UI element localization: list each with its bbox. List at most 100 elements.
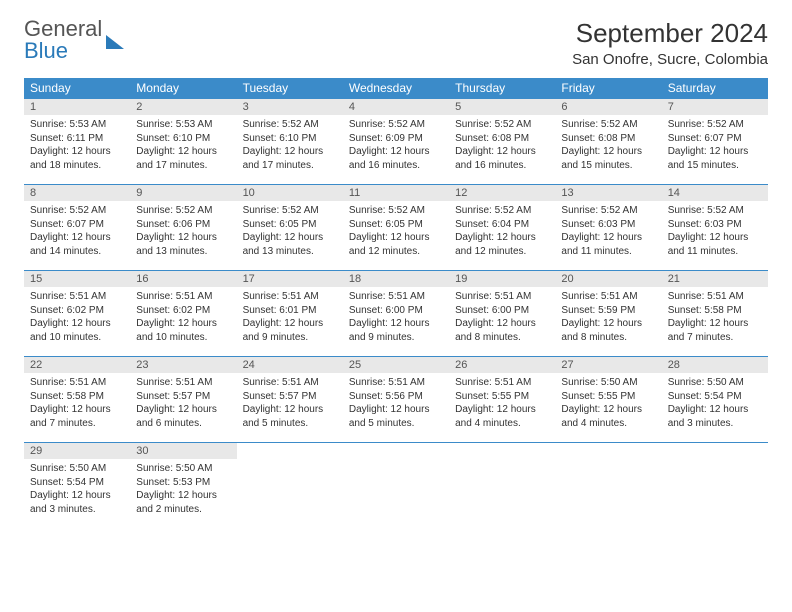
calendar-cell: 10Sunrise: 5:52 AMSunset: 6:05 PMDayligh…	[237, 185, 343, 271]
day-body: Sunrise: 5:52 AMSunset: 6:03 PMDaylight:…	[662, 201, 768, 261]
day-body: Sunrise: 5:52 AMSunset: 6:08 PMDaylight:…	[449, 115, 555, 175]
day-body: Sunrise: 5:52 AMSunset: 6:07 PMDaylight:…	[24, 201, 130, 261]
weekday-row: SundayMondayTuesdayWednesdayThursdayFrid…	[24, 78, 768, 99]
calendar-cell	[662, 443, 768, 529]
calendar-cell: 26Sunrise: 5:51 AMSunset: 5:55 PMDayligh…	[449, 357, 555, 443]
calendar-cell: 17Sunrise: 5:51 AMSunset: 6:01 PMDayligh…	[237, 271, 343, 357]
day-number: 10	[237, 185, 343, 201]
calendar-cell: 15Sunrise: 5:51 AMSunset: 6:02 PMDayligh…	[24, 271, 130, 357]
calendar-cell: 18Sunrise: 5:51 AMSunset: 6:00 PMDayligh…	[343, 271, 449, 357]
day-body: Sunrise: 5:51 AMSunset: 6:01 PMDaylight:…	[237, 287, 343, 347]
logo-text: General Blue	[24, 18, 102, 62]
day-number: 25	[343, 357, 449, 373]
weekday-header: Saturday	[662, 78, 768, 99]
day-number: 8	[24, 185, 130, 201]
day-number: 28	[662, 357, 768, 373]
calendar-cell: 13Sunrise: 5:52 AMSunset: 6:03 PMDayligh…	[555, 185, 661, 271]
calendar-cell: 24Sunrise: 5:51 AMSunset: 5:57 PMDayligh…	[237, 357, 343, 443]
day-body: Sunrise: 5:53 AMSunset: 6:10 PMDaylight:…	[130, 115, 236, 175]
calendar-cell: 23Sunrise: 5:51 AMSunset: 5:57 PMDayligh…	[130, 357, 236, 443]
calendar-cell: 7Sunrise: 5:52 AMSunset: 6:07 PMDaylight…	[662, 99, 768, 185]
calendar-cell	[343, 443, 449, 529]
calendar-cell: 19Sunrise: 5:51 AMSunset: 6:00 PMDayligh…	[449, 271, 555, 357]
day-number: 24	[237, 357, 343, 373]
day-body: Sunrise: 5:52 AMSunset: 6:05 PMDaylight:…	[343, 201, 449, 261]
day-body: Sunrise: 5:51 AMSunset: 5:58 PMDaylight:…	[662, 287, 768, 347]
day-number: 15	[24, 271, 130, 287]
day-body: Sunrise: 5:53 AMSunset: 6:11 PMDaylight:…	[24, 115, 130, 175]
day-body: Sunrise: 5:52 AMSunset: 6:04 PMDaylight:…	[449, 201, 555, 261]
day-body: Sunrise: 5:51 AMSunset: 5:56 PMDaylight:…	[343, 373, 449, 433]
calendar-cell: 25Sunrise: 5:51 AMSunset: 5:56 PMDayligh…	[343, 357, 449, 443]
day-body: Sunrise: 5:50 AMSunset: 5:54 PMDaylight:…	[24, 459, 130, 519]
day-body: Sunrise: 5:51 AMSunset: 6:00 PMDaylight:…	[449, 287, 555, 347]
day-body: Sunrise: 5:50 AMSunset: 5:55 PMDaylight:…	[555, 373, 661, 433]
calendar-cell: 4Sunrise: 5:52 AMSunset: 6:09 PMDaylight…	[343, 99, 449, 185]
day-body: Sunrise: 5:52 AMSunset: 6:07 PMDaylight:…	[662, 115, 768, 175]
weekday-header: Tuesday	[237, 78, 343, 99]
calendar-body: 1Sunrise: 5:53 AMSunset: 6:11 PMDaylight…	[24, 99, 768, 529]
calendar-cell: 8Sunrise: 5:52 AMSunset: 6:07 PMDaylight…	[24, 185, 130, 271]
day-number: 30	[130, 443, 236, 459]
day-number: 19	[449, 271, 555, 287]
calendar-head: SundayMondayTuesdayWednesdayThursdayFrid…	[24, 78, 768, 99]
weekday-header: Wednesday	[343, 78, 449, 99]
day-number: 14	[662, 185, 768, 201]
calendar-cell: 29Sunrise: 5:50 AMSunset: 5:54 PMDayligh…	[24, 443, 130, 529]
calendar-cell	[449, 443, 555, 529]
day-number: 2	[130, 99, 236, 115]
logo-text-blue: Blue	[24, 38, 68, 63]
location-text: San Onofre, Sucre, Colombia	[572, 51, 768, 68]
weekday-header: Friday	[555, 78, 661, 99]
calendar-row: 29Sunrise: 5:50 AMSunset: 5:54 PMDayligh…	[24, 443, 768, 529]
calendar-row: 1Sunrise: 5:53 AMSunset: 6:11 PMDaylight…	[24, 99, 768, 185]
weekday-header: Sunday	[24, 78, 130, 99]
day-number: 4	[343, 99, 449, 115]
day-number: 12	[449, 185, 555, 201]
day-number: 1	[24, 99, 130, 115]
day-number: 7	[662, 99, 768, 115]
calendar-cell: 5Sunrise: 5:52 AMSunset: 6:08 PMDaylight…	[449, 99, 555, 185]
calendar-cell: 2Sunrise: 5:53 AMSunset: 6:10 PMDaylight…	[130, 99, 236, 185]
day-body: Sunrise: 5:52 AMSunset: 6:06 PMDaylight:…	[130, 201, 236, 261]
day-body: Sunrise: 5:51 AMSunset: 6:00 PMDaylight:…	[343, 287, 449, 347]
calendar-cell: 20Sunrise: 5:51 AMSunset: 5:59 PMDayligh…	[555, 271, 661, 357]
title-block: September 2024 San Onofre, Sucre, Colomb…	[572, 18, 768, 68]
day-body: Sunrise: 5:52 AMSunset: 6:10 PMDaylight:…	[237, 115, 343, 175]
calendar-cell: 30Sunrise: 5:50 AMSunset: 5:53 PMDayligh…	[130, 443, 236, 529]
calendar-cell: 12Sunrise: 5:52 AMSunset: 6:04 PMDayligh…	[449, 185, 555, 271]
day-number: 23	[130, 357, 236, 373]
day-body: Sunrise: 5:50 AMSunset: 5:53 PMDaylight:…	[130, 459, 236, 519]
calendar-row: 8Sunrise: 5:52 AMSunset: 6:07 PMDaylight…	[24, 185, 768, 271]
day-body: Sunrise: 5:50 AMSunset: 5:54 PMDaylight:…	[662, 373, 768, 433]
logo: General Blue	[24, 18, 124, 62]
day-number: 18	[343, 271, 449, 287]
day-body: Sunrise: 5:51 AMSunset: 5:57 PMDaylight:…	[237, 373, 343, 433]
calendar-cell: 11Sunrise: 5:52 AMSunset: 6:05 PMDayligh…	[343, 185, 449, 271]
calendar-cell	[237, 443, 343, 529]
calendar-cell: 14Sunrise: 5:52 AMSunset: 6:03 PMDayligh…	[662, 185, 768, 271]
day-body: Sunrise: 5:51 AMSunset: 5:57 PMDaylight:…	[130, 373, 236, 433]
calendar-cell: 22Sunrise: 5:51 AMSunset: 5:58 PMDayligh…	[24, 357, 130, 443]
day-number: 21	[662, 271, 768, 287]
day-number: 26	[449, 357, 555, 373]
day-number: 16	[130, 271, 236, 287]
header: General Blue September 2024 San Onofre, …	[24, 18, 768, 68]
calendar-cell: 6Sunrise: 5:52 AMSunset: 6:08 PMDaylight…	[555, 99, 661, 185]
calendar-table: SundayMondayTuesdayWednesdayThursdayFrid…	[24, 78, 768, 529]
triangle-icon	[106, 35, 124, 49]
page-title: September 2024	[572, 18, 768, 49]
calendar-cell: 16Sunrise: 5:51 AMSunset: 6:02 PMDayligh…	[130, 271, 236, 357]
day-body: Sunrise: 5:52 AMSunset: 6:05 PMDaylight:…	[237, 201, 343, 261]
day-number: 11	[343, 185, 449, 201]
calendar-cell: 28Sunrise: 5:50 AMSunset: 5:54 PMDayligh…	[662, 357, 768, 443]
day-number: 20	[555, 271, 661, 287]
weekday-header: Thursday	[449, 78, 555, 99]
day-body: Sunrise: 5:51 AMSunset: 5:58 PMDaylight:…	[24, 373, 130, 433]
calendar-cell: 21Sunrise: 5:51 AMSunset: 5:58 PMDayligh…	[662, 271, 768, 357]
day-body: Sunrise: 5:51 AMSunset: 5:59 PMDaylight:…	[555, 287, 661, 347]
calendar-row: 15Sunrise: 5:51 AMSunset: 6:02 PMDayligh…	[24, 271, 768, 357]
calendar-cell: 27Sunrise: 5:50 AMSunset: 5:55 PMDayligh…	[555, 357, 661, 443]
day-body: Sunrise: 5:51 AMSunset: 6:02 PMDaylight:…	[24, 287, 130, 347]
day-number: 9	[130, 185, 236, 201]
